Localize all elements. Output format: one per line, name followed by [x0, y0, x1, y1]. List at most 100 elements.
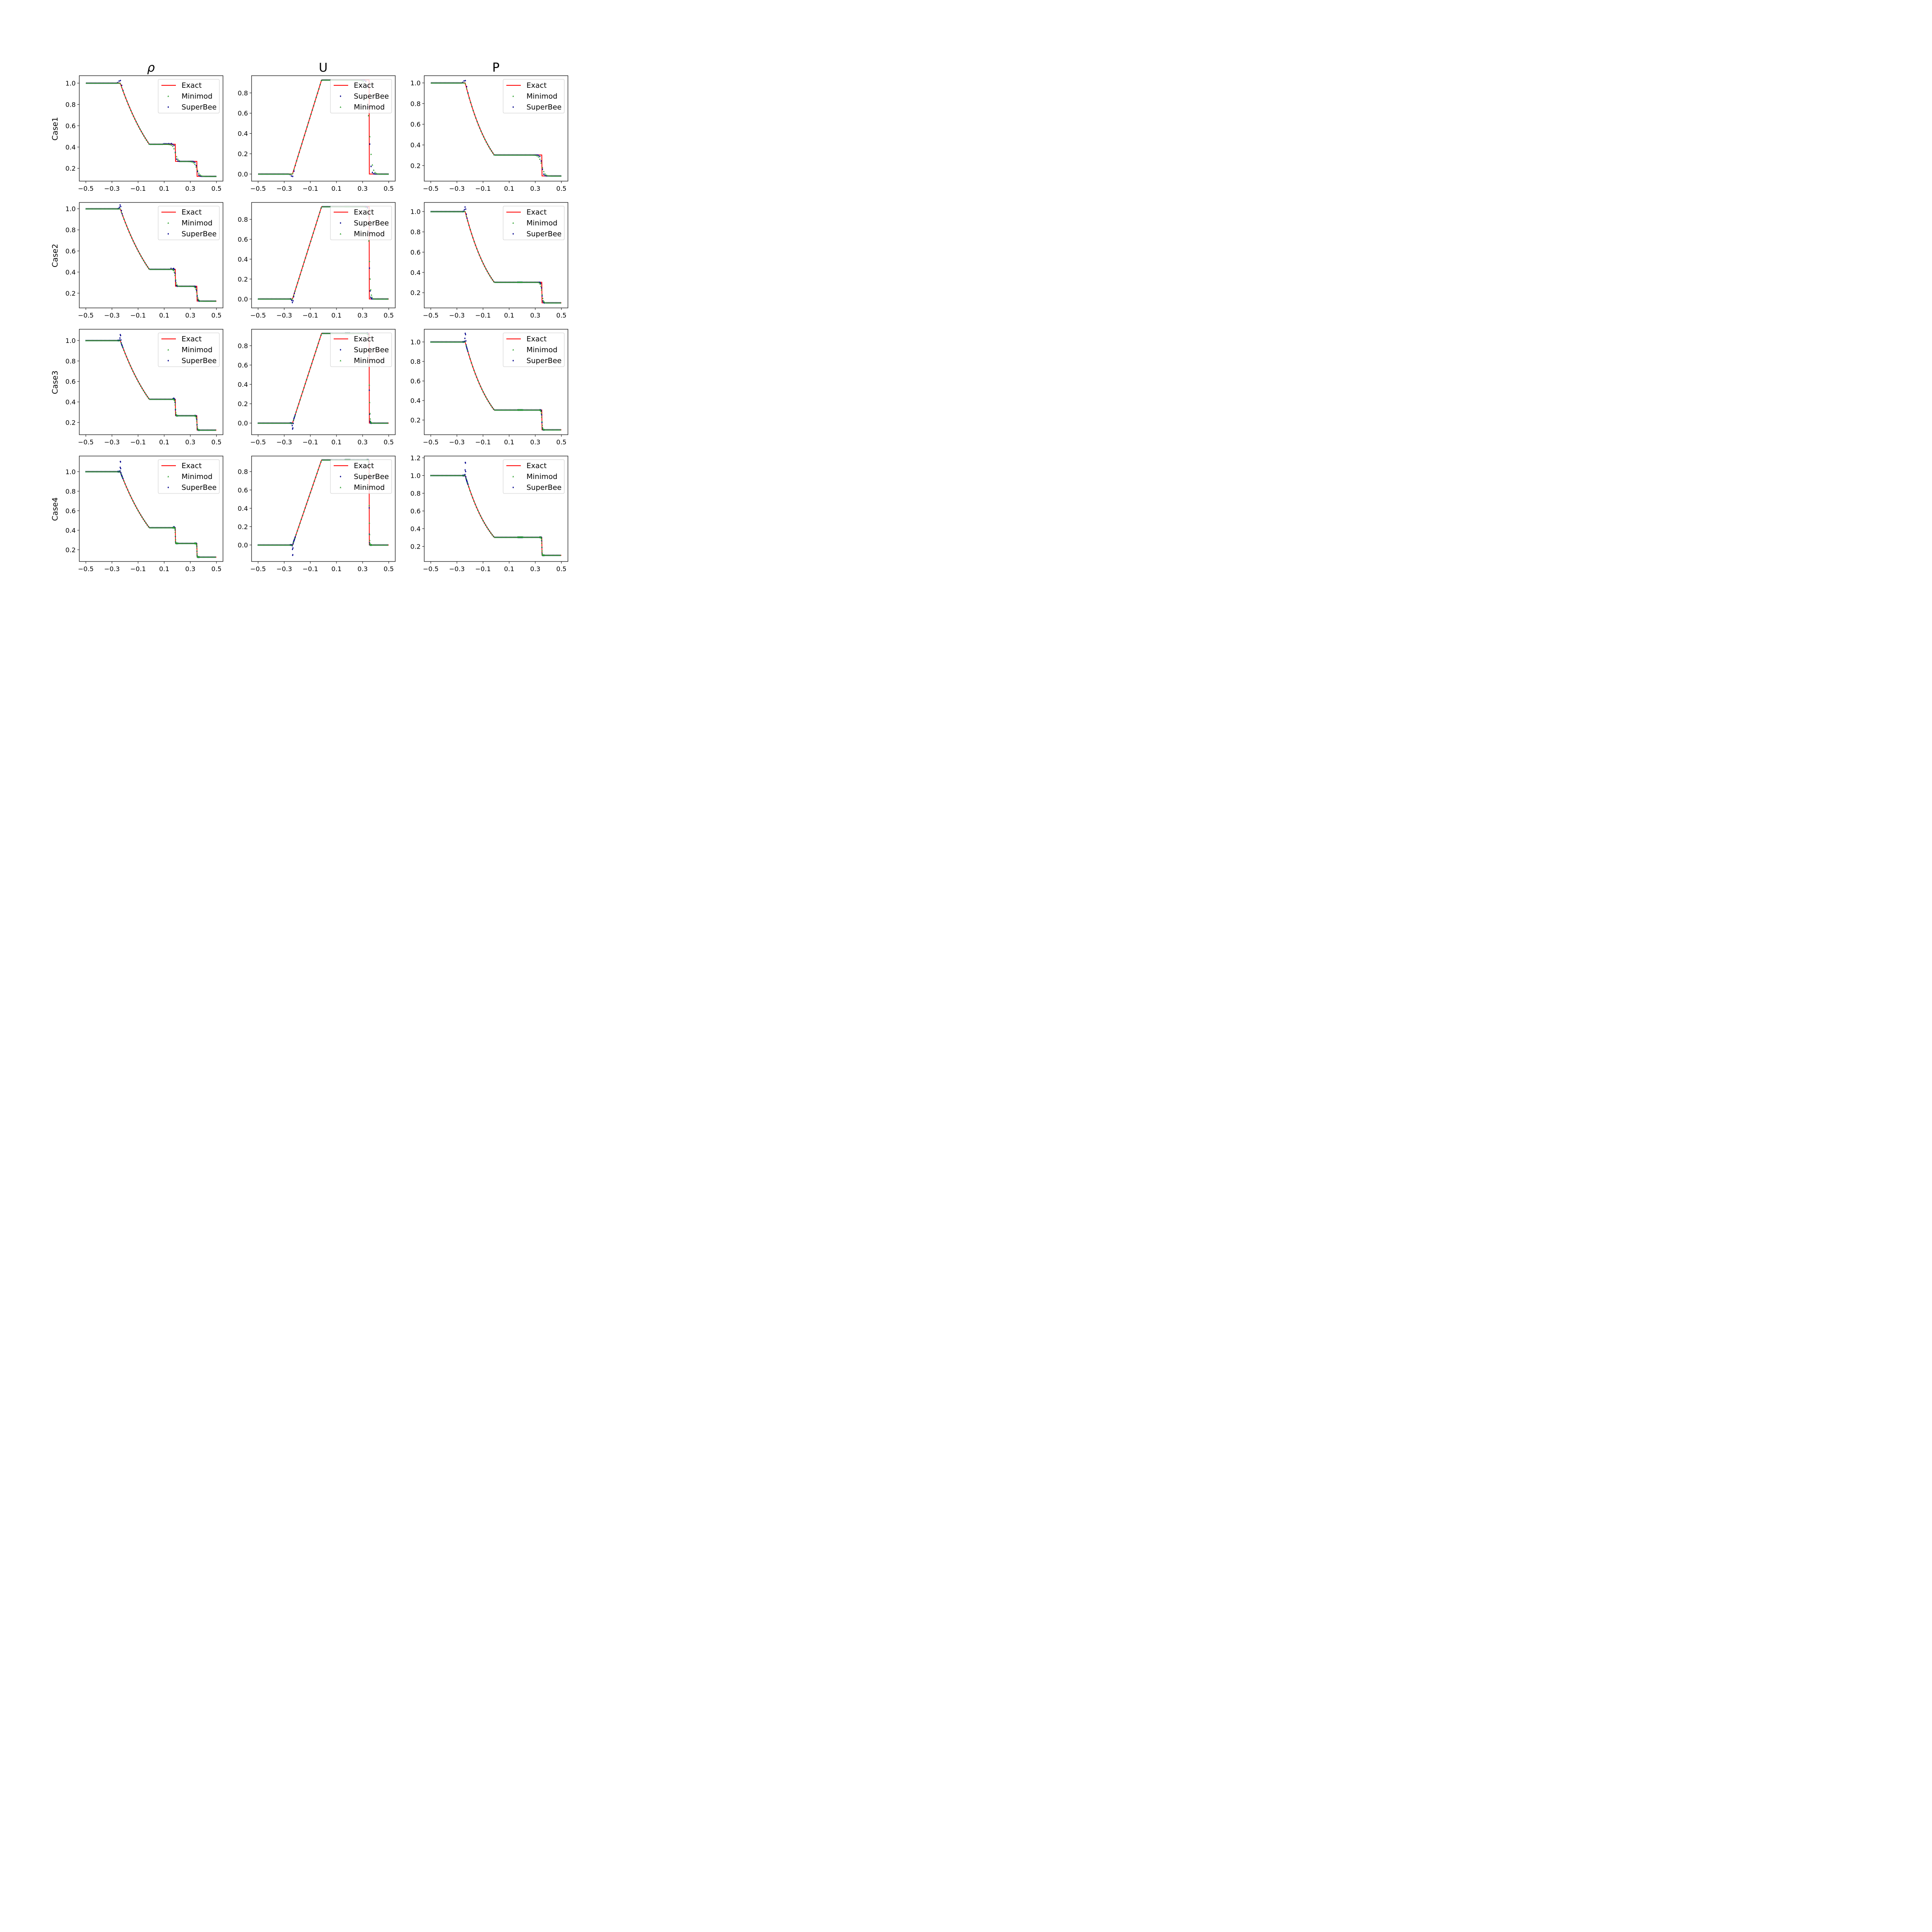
minimod-point: [293, 168, 295, 170]
minimod-point: [126, 100, 128, 102]
minimod-point: [154, 526, 156, 528]
minimod-series: [430, 341, 561, 431]
x-tick-label: 0.3: [530, 438, 540, 446]
minimod-point: [269, 298, 271, 300]
x-tick-label: 0.1: [331, 438, 341, 446]
superbee-point: [292, 553, 294, 556]
minimod-point: [555, 554, 557, 556]
minimod-point: [543, 170, 545, 172]
minimod-point: [90, 339, 92, 341]
minimod-point: [134, 505, 136, 507]
minimod-point: [119, 208, 121, 210]
minimod-point: [490, 277, 492, 279]
minimod-point: [175, 539, 177, 540]
minimod-point: [318, 88, 320, 90]
minimod-point: [373, 169, 375, 171]
superbee-point: [291, 301, 293, 303]
minimod-point: [155, 268, 157, 270]
minimod-point: [287, 422, 289, 424]
minimod-point: [274, 544, 276, 546]
minimod-point: [142, 518, 144, 520]
minimod-point: [266, 298, 268, 300]
minimod-point: [147, 141, 149, 143]
minimod-point: [165, 526, 167, 528]
minimod-point: [494, 281, 496, 283]
minimod-point: [201, 429, 203, 431]
minimod-point: [88, 82, 90, 84]
minimod-point: [440, 341, 442, 343]
minimod-point: [541, 546, 543, 548]
minimod-point: [262, 173, 264, 175]
minimod-point: [145, 264, 147, 266]
minimod-point: [531, 154, 533, 156]
x-tick-label: −0.5: [78, 312, 94, 319]
minimod-point: [99, 208, 101, 210]
minimod-point: [93, 339, 95, 341]
minimod-point: [320, 461, 322, 463]
minimod-point: [265, 422, 267, 424]
minimod-point: [462, 475, 464, 477]
minimod-point: [290, 422, 292, 424]
minimod-point: [307, 499, 309, 501]
minimod-point: [512, 536, 514, 538]
column-title-u: U: [319, 61, 328, 75]
minimod-point: [297, 282, 299, 284]
minimod-point: [161, 398, 163, 400]
minimod-point: [496, 154, 498, 156]
minimod-point: [541, 552, 543, 554]
minimod-point: [554, 302, 556, 303]
minimod-point: [287, 544, 289, 546]
minimod-point: [103, 82, 105, 84]
minimod-point: [439, 211, 441, 213]
minimod-point: [508, 281, 510, 283]
minimod-point: [128, 106, 130, 108]
minimod-point: [294, 537, 296, 539]
minimod-point: [460, 82, 462, 84]
minimod-point: [461, 211, 463, 213]
legend-label: SuperBee: [354, 92, 389, 101]
minimod-point: [204, 300, 206, 302]
minimod-point: [192, 415, 194, 417]
minimod-point: [481, 133, 483, 135]
minimod-point: [97, 82, 99, 84]
minimod-point: [295, 533, 297, 535]
minimod-point: [327, 79, 329, 81]
minimod-point: [471, 233, 473, 235]
minimod-point: [183, 285, 185, 287]
minimod-point: [190, 285, 192, 287]
minimod-point: [304, 382, 306, 384]
minimod-point: [517, 154, 519, 156]
minimod-point: [184, 160, 186, 162]
minimod-point: [105, 82, 107, 84]
superbee-point: [293, 295, 295, 298]
minimod-point: [136, 378, 138, 380]
minimod-point: [477, 509, 479, 511]
x-tick-label: −0.1: [475, 438, 491, 446]
superbee-point: [369, 267, 370, 269]
minimod-point: [289, 422, 291, 424]
minimod-point: [524, 409, 526, 411]
x-tick-label: −0.3: [104, 185, 120, 192]
minimod-point: [188, 160, 189, 162]
minimod-point: [371, 544, 373, 546]
minimod-point: [174, 274, 176, 276]
minimod-point: [552, 175, 554, 177]
minimod-point: [211, 429, 213, 431]
minimod-point: [547, 554, 549, 556]
legend-label: Exact: [526, 462, 547, 470]
minimod-point: [529, 281, 531, 283]
minimod-point: [272, 544, 274, 546]
minimod-point: [209, 556, 211, 558]
legend-box: [158, 206, 220, 240]
minimod-point: [213, 556, 215, 558]
minimod-point: [208, 300, 210, 302]
minimod-point: [305, 130, 307, 132]
minimod-point: [86, 471, 88, 473]
minimod-point: [191, 542, 193, 544]
minimod-point: [165, 398, 167, 400]
x-tick-label: 0.1: [331, 312, 341, 319]
minimod-point: [544, 301, 546, 303]
legend-label: Minimod: [526, 92, 557, 101]
minimod-point: [378, 544, 380, 546]
minimod-point: [183, 415, 185, 417]
